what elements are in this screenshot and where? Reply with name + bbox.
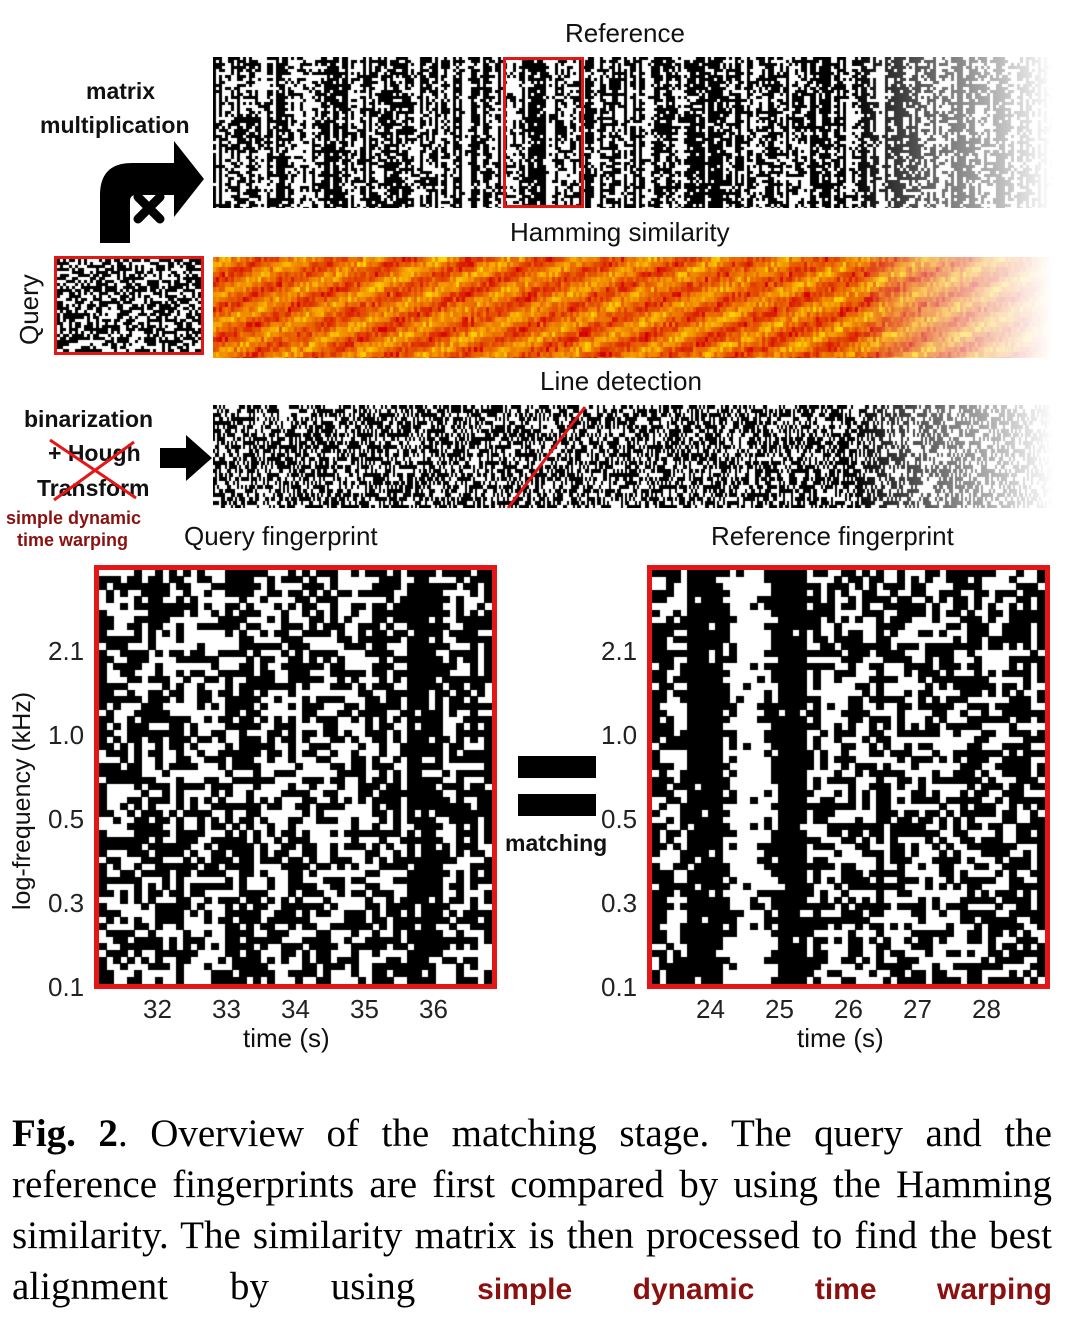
matrix-label: matrix	[86, 78, 156, 104]
figure-number: Fig. 2	[12, 1112, 118, 1155]
xtick-query-3: 35	[350, 994, 379, 1024]
ytick-left-4: 0.1	[48, 972, 85, 1002]
xtick-query-4: 36	[419, 994, 448, 1024]
x-axis-label-reference: time (s)	[797, 1023, 884, 1053]
ytick-right-1: 1.0	[601, 720, 638, 750]
y-axis-label: log-frequency (kHz)	[8, 692, 37, 910]
line-detection-title: Line detection	[540, 366, 702, 396]
ytick-right-3: 0.3	[601, 888, 638, 918]
transform-label: Transform	[37, 475, 150, 501]
xtick-query-2: 34	[281, 994, 310, 1024]
ytick-right-4: 0.1	[601, 972, 638, 1002]
caption-highlight: simple dynamic time warping	[477, 1273, 1052, 1306]
reference-title: Reference	[565, 18, 685, 48]
query-label: Query	[14, 274, 45, 345]
xtick-query-1: 33	[212, 994, 241, 1024]
curved-arrow-icon	[100, 141, 204, 243]
figure-caption: Fig. 2. Overview of the matching stage. …	[12, 1108, 1052, 1315]
reference-window-highlight	[503, 57, 584, 208]
ytick-left-3: 0.3	[48, 888, 85, 918]
ytick-left-2: 0.5	[48, 804, 85, 834]
reference-fingerprint-title: Reference fingerprint	[711, 521, 954, 551]
ytick-left-1: 1.0	[48, 720, 85, 750]
xtick-reference-2: 26	[834, 994, 863, 1024]
hough-label: + Hough	[48, 440, 141, 466]
xtick-reference-0: 24	[696, 994, 725, 1024]
hamming-similarity-strip	[213, 257, 1053, 358]
equals-sign-icon	[518, 756, 596, 816]
ytick-right-2: 0.5	[601, 804, 638, 834]
y-axis-label-text: log-frequency (kHz)	[8, 691, 36, 910]
reference-fingerprint-plot	[647, 565, 1050, 989]
dtw-annotation-line1: simple dynamic	[6, 508, 142, 528]
query-label-text: Query	[14, 274, 44, 345]
right-arrow-icon	[160, 435, 212, 481]
xtick-query-0: 32	[143, 994, 172, 1024]
xtick-reference-4: 28	[972, 994, 1001, 1024]
ytick-left-0: 2.1	[48, 636, 85, 666]
ytick-right-0: 2.1	[601, 636, 638, 666]
matching-label: matching	[505, 830, 608, 856]
binarization-label: binarization	[24, 406, 154, 432]
query-fingerprint-plot	[94, 565, 497, 989]
caption-text: . Overview of the matching stage. The qu…	[12, 1112, 1052, 1308]
hamming-title: Hamming similarity	[510, 217, 730, 247]
line-detection-strip	[213, 405, 1053, 508]
xtick-reference-1: 25	[765, 994, 794, 1024]
dtw-annotation-line2: time warping	[17, 530, 129, 550]
query-fingerprint-title: Query fingerprint	[184, 521, 378, 551]
strike-cross-icon	[49, 438, 137, 502]
reference-strip	[213, 57, 1053, 208]
xtick-reference-3: 27	[903, 994, 932, 1024]
query-block	[54, 256, 204, 355]
detected-alignment-line	[506, 406, 587, 508]
x-axis-label-query: time (s)	[243, 1023, 330, 1053]
multiplication-label: multiplication	[40, 112, 190, 138]
